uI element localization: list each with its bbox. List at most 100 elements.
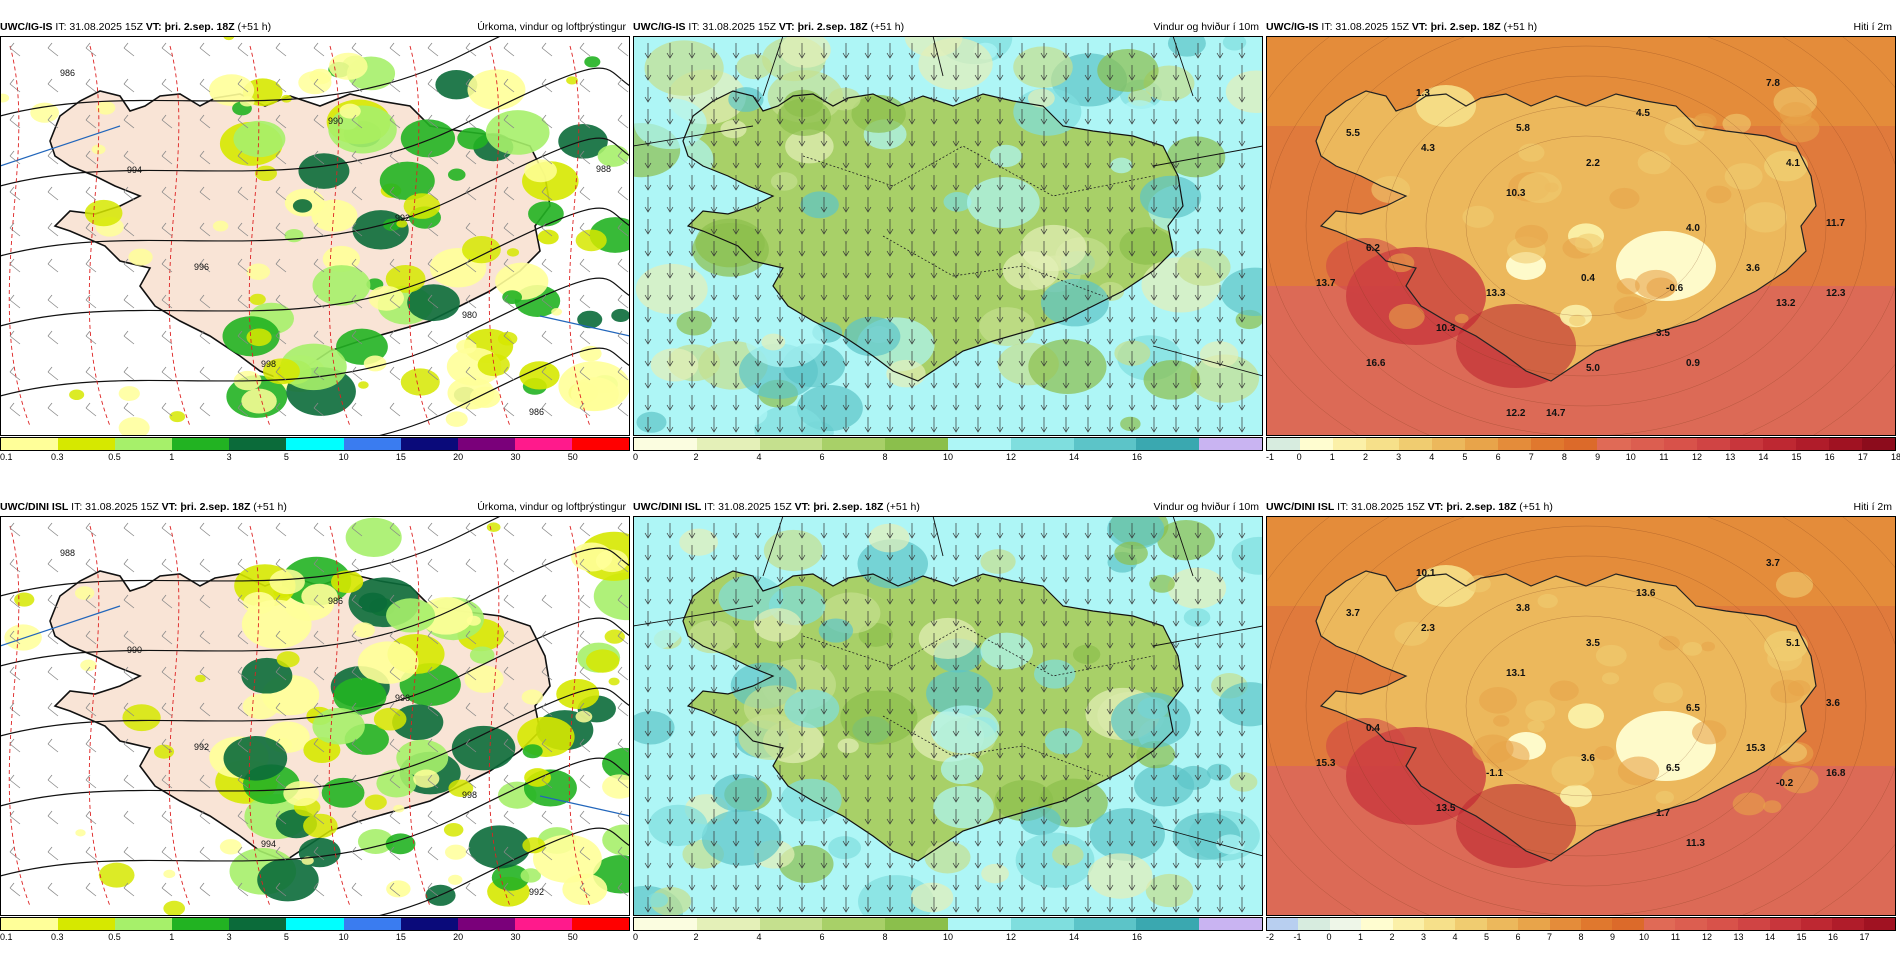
wind-arrow [1194, 197, 1202, 213]
colorbar-swatch [1531, 438, 1565, 450]
wind-arrow [1150, 545, 1158, 561]
wind-arrow [886, 417, 894, 433]
wind-arrow [688, 417, 696, 433]
wind-barb [199, 78, 211, 93]
wind-barb [313, 702, 325, 717]
wind-arrow [1062, 523, 1070, 539]
wind-barb [503, 222, 515, 237]
wind-arrow [1128, 809, 1136, 825]
isobar-label: 996 [194, 262, 209, 272]
wind-barb [351, 558, 363, 573]
wind-arrow [1216, 65, 1224, 81]
wind-barb [237, 594, 249, 609]
wind-arrow [1216, 897, 1224, 913]
wind-barb [617, 882, 629, 897]
colorbar-tick-label: 0.5 [108, 932, 121, 942]
wind-arrow [1040, 699, 1048, 715]
map-canvas [633, 516, 1263, 916]
colorbar-tick-label: 0.3 [51, 452, 64, 462]
wind-arrow [1128, 109, 1136, 125]
wind-arrow [1018, 65, 1026, 81]
wind-arrow [1128, 285, 1136, 301]
wind-barb [85, 294, 97, 309]
wind-arrow [1216, 721, 1224, 737]
lead-time: (+51 h) [1503, 21, 1538, 33]
wind-barb [503, 846, 515, 861]
wind-arrow [1150, 809, 1158, 825]
wind-arrow [886, 809, 894, 825]
wind-barb [275, 78, 287, 93]
wind-barb [427, 522, 439, 537]
wind-arrow [1106, 241, 1114, 257]
wind-barb [85, 258, 97, 273]
wind-barb [85, 882, 97, 897]
wind-barb [199, 630, 211, 645]
wind-arrow [1084, 43, 1092, 59]
model-name: UWC/IG-IS [0, 21, 53, 33]
wind-arrow [842, 109, 850, 125]
colorbar-swatch [1769, 918, 1801, 930]
colorbar-swatch [1828, 438, 1862, 450]
colorbar-swatch [1136, 438, 1200, 450]
wind-arrow [1040, 417, 1048, 433]
wind-arrow [666, 897, 674, 913]
wind-arrow [666, 197, 674, 213]
wind-arrow [688, 65, 696, 81]
wind-barb [199, 114, 211, 129]
colorbar-swatch [343, 438, 401, 450]
wind-barb [237, 78, 249, 93]
colorbar-swatch [1300, 438, 1334, 450]
colorbar-tick-label: 3 [226, 452, 232, 462]
wind-barb [199, 882, 211, 897]
colorbar-swatch [1549, 918, 1582, 930]
wind-arrow [1084, 219, 1092, 235]
wind-barb [275, 882, 287, 897]
wind-arrow [886, 219, 894, 235]
thickness-line [328, 45, 351, 427]
wind-barb [161, 774, 173, 789]
wind-arrow [886, 589, 894, 605]
colorbar-tick-label: 1 [169, 932, 175, 942]
wind-arrow [1106, 633, 1114, 649]
wind-arrow [666, 787, 674, 803]
wind-barb [9, 774, 21, 789]
wind-arrow [996, 523, 1004, 539]
wind-barb [541, 42, 553, 57]
wind-arrow [974, 853, 982, 869]
wind-barb [161, 810, 173, 825]
wind-arrow [1040, 263, 1048, 279]
colorbar-swatch [571, 438, 630, 450]
wind-arrow [1084, 721, 1092, 737]
wind-arrow [1128, 699, 1136, 715]
wind-arrow [666, 131, 674, 147]
map-svg: 10.13.73.7 3.813.62.33.5 5.113.13.66.50.41… [1266, 516, 1896, 916]
wind-barb [389, 42, 401, 57]
wind-arrow [1128, 523, 1136, 539]
isobar [0, 67, 630, 187]
wind-barb [47, 258, 59, 273]
wind-arrow [666, 87, 674, 103]
wind-arrow [1106, 285, 1114, 301]
wind-arrow [798, 417, 806, 433]
wind-arrow [732, 611, 740, 627]
wind-arrow [1084, 743, 1092, 759]
wind-arrow [798, 545, 806, 561]
wind-arrow [820, 545, 828, 561]
wind-arrow [908, 567, 916, 583]
wind-arrow [974, 589, 982, 605]
wind-arrow [842, 831, 850, 847]
wind-arrow [930, 611, 938, 627]
init-time: IT: 31.08.2025 15Z [55, 21, 143, 33]
colorbar-swatch [1564, 438, 1598, 450]
wind-arrow [732, 175, 740, 191]
wind-arrow [644, 65, 652, 81]
wind-barb [161, 522, 173, 537]
wind-barb [9, 78, 21, 93]
wind-arrow [1238, 285, 1246, 301]
wind-arrow [1150, 787, 1158, 803]
wind-arrow [688, 131, 696, 147]
wind-arrow [864, 545, 872, 561]
isobar-label: 998 [261, 359, 276, 369]
wind-barb [123, 594, 135, 609]
wind-barb [351, 42, 363, 57]
